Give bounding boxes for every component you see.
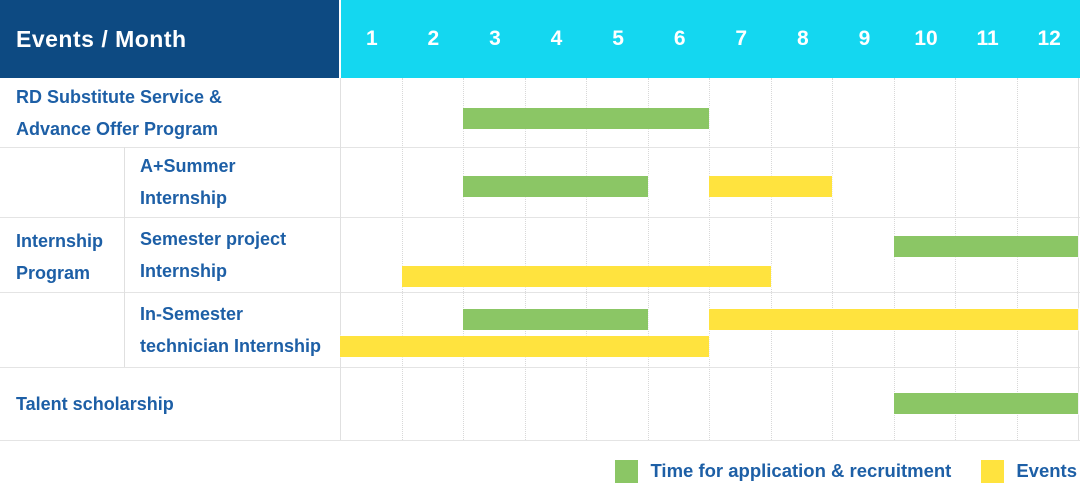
row-label-line: Semester project: [140, 228, 287, 249]
month-label-9: 9: [858, 27, 871, 50]
row-divider: [0, 147, 1080, 148]
row-label: RD Substitute Service & Advance Offer Pro…: [0, 78, 340, 147]
row-divider: [0, 367, 1080, 368]
month-label-4: 4: [550, 27, 563, 50]
month-gridline: [524, 78, 526, 440]
chart-left-border: [340, 78, 341, 440]
gantt-bar-application: [463, 309, 648, 330]
group-column-divider: [124, 147, 125, 367]
month-gridline: [709, 78, 710, 440]
events-month-header-cell: Events / Month: [0, 0, 339, 78]
row-label: Talent scholarship: [0, 367, 340, 440]
legend-label: Time for application & recruitment: [650, 460, 952, 481]
month-gridline: [401, 78, 403, 440]
gantt-bar-event: [340, 336, 709, 357]
gantt-bar-event: [709, 309, 1078, 330]
row-label-line: Talent scholarship: [16, 393, 174, 414]
legend-swatch-event: [981, 459, 1005, 483]
month-label-12: 12: [1037, 27, 1061, 50]
month-gridline: [1016, 78, 1018, 440]
row-label-line: Internship: [140, 260, 228, 281]
month-label-1: 1: [365, 27, 378, 50]
gantt-bar-event: [709, 176, 832, 197]
row-label: A+Summer Internship: [124, 147, 340, 217]
month-label-6: 6: [673, 27, 686, 50]
group-label-line: Program: [16, 263, 91, 283]
month-gridline: [586, 78, 587, 440]
gantt-bar-application: [893, 393, 1078, 414]
month-label-7: 7: [735, 27, 748, 50]
month-label-8: 8: [796, 27, 809, 50]
legend-label: Events: [1016, 460, 1077, 481]
group-label-line: Internship: [16, 231, 104, 251]
row-label-line: In-Semester: [140, 303, 244, 324]
row-label-line: Advance Offer Program: [16, 118, 219, 139]
row-label-line: Internship: [140, 188, 228, 208]
row-label: In-Semester technician Internship: [124, 292, 340, 367]
legend-swatch-application: [615, 459, 639, 483]
month-label-2: 2: [427, 27, 440, 50]
month-label-11: 11: [976, 27, 999, 50]
gantt-bar-application: [893, 236, 1078, 257]
row-divider: [0, 217, 1080, 218]
row-divider: [0, 440, 1080, 441]
legend: Time for application & recruitment Events: [615, 456, 1080, 486]
month-gridline: [770, 78, 772, 440]
month-label-3: 3: [489, 27, 501, 50]
row-divider: [0, 292, 1080, 293]
month-gridline: [832, 78, 833, 440]
gantt-bar-application: [463, 176, 648, 197]
legend-item-event: Events: [981, 459, 1077, 483]
chart-right-border: [1078, 78, 1079, 440]
month-gridline: [893, 78, 895, 440]
month-header-row: 1 2 3 4 5 6 7 8 9 10 11 12: [341, 0, 1080, 78]
row-label: Semester project Internship: [124, 217, 340, 292]
table-title: Events / Month: [16, 25, 187, 52]
month-label-5: 5: [612, 27, 624, 50]
month-gridline: [647, 78, 649, 440]
gantt-bar-application: [463, 108, 709, 129]
legend-item-application: Time for application & recruitment: [615, 459, 952, 483]
month-gridline: [463, 78, 464, 440]
row-label-line: technician Internship: [140, 335, 322, 356]
row-label-line: RD Substitute Service &: [16, 86, 223, 107]
month-label-10: 10: [914, 27, 938, 50]
row-label-line: A+Summer: [140, 156, 236, 176]
group-label-internship-program: Internship Program: [0, 147, 124, 367]
gantt-bar-event: [401, 266, 771, 287]
month-gridline: [955, 78, 956, 440]
